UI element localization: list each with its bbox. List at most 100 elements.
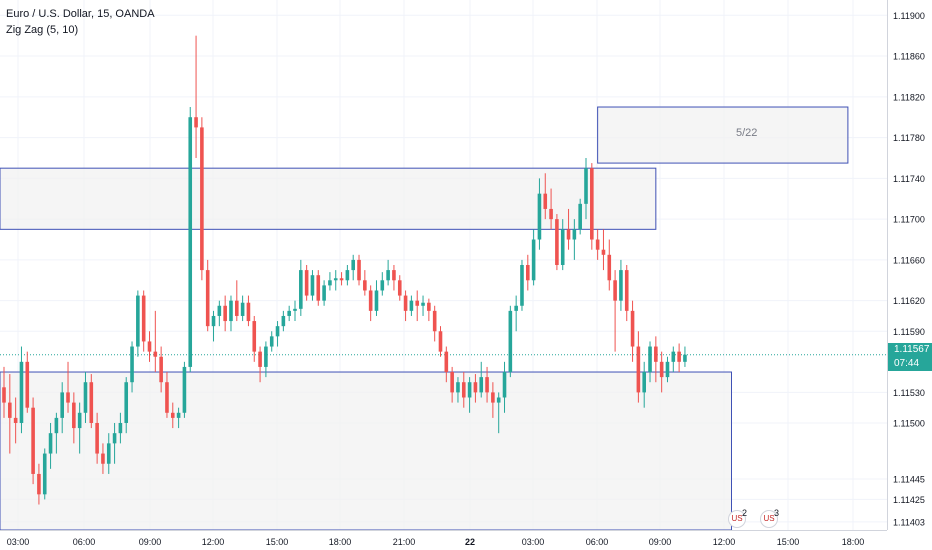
candle-up xyxy=(380,280,385,291)
candle-down xyxy=(89,382,94,423)
candle-down xyxy=(427,302,431,311)
candle-down xyxy=(316,275,321,301)
candle-up xyxy=(537,193,542,240)
candle-up xyxy=(560,229,565,265)
candle-down xyxy=(72,402,76,429)
time-tick-label: 03:00 xyxy=(7,537,30,547)
candle-up xyxy=(310,275,315,296)
candle-down xyxy=(659,361,664,378)
candle-up xyxy=(54,417,59,434)
candle-up xyxy=(683,354,687,362)
candle-down xyxy=(636,346,641,393)
symbol-title[interactable]: Euro / U.S. Dollar, 15, OANDA xyxy=(6,8,155,20)
price-tick-label: 1.11425 xyxy=(893,495,925,505)
price-tick-label: 1.11445 xyxy=(893,475,925,485)
candle-down xyxy=(2,387,6,403)
candle-up xyxy=(287,310,291,316)
time-tick-label: 12:00 xyxy=(202,537,225,547)
candle-up xyxy=(374,290,379,311)
candle-up xyxy=(514,305,518,311)
candle-up xyxy=(130,346,134,383)
candle-down xyxy=(101,453,105,464)
candle-up xyxy=(467,382,472,398)
candle-down xyxy=(415,300,420,306)
drawn-rectangles xyxy=(0,106,849,531)
candle-up xyxy=(124,382,129,423)
candle-up xyxy=(508,310,513,373)
candle-up xyxy=(328,280,332,286)
candle-up xyxy=(496,397,501,403)
candle-down xyxy=(491,392,495,403)
candle-down xyxy=(624,270,629,311)
candle-up xyxy=(619,270,623,301)
candle-down xyxy=(8,402,12,418)
candle-down xyxy=(654,346,658,362)
candle-down xyxy=(630,310,635,347)
price-tick-label: 1.11900 xyxy=(893,11,925,21)
candle-up xyxy=(322,285,326,301)
price-tick-label: 1.11620 xyxy=(893,296,925,306)
candle-up xyxy=(136,295,140,347)
candle-up xyxy=(281,315,286,327)
candle-down xyxy=(607,254,612,281)
candle-down xyxy=(95,422,99,454)
time-tick-label: 03:00 xyxy=(522,537,545,547)
candle-down xyxy=(543,193,548,209)
event-count: 2 xyxy=(742,508,748,518)
candle-down xyxy=(339,278,344,281)
candle-down xyxy=(170,412,175,418)
price-tick-label: 1.11500 xyxy=(893,418,925,428)
candle-down xyxy=(363,280,367,291)
candle-down xyxy=(677,351,681,362)
candle-up xyxy=(386,270,390,281)
candle-down xyxy=(461,382,466,398)
candle-up xyxy=(188,117,193,367)
candle-up xyxy=(456,382,460,393)
price-tick-label: 1.11530 xyxy=(893,388,925,398)
candle-down xyxy=(159,356,163,383)
candle-up xyxy=(299,270,303,309)
candle-down xyxy=(66,392,70,403)
candle-up xyxy=(269,336,274,347)
candle-down xyxy=(485,377,489,393)
candle-up xyxy=(60,392,64,418)
time-tick-label: 18:00 xyxy=(842,537,865,547)
candle-down xyxy=(37,473,41,495)
chart-legend: Euro / U.S. Dollar, 15, OANDA Zig Zag (5… xyxy=(6,6,155,38)
candle-down xyxy=(13,417,18,423)
candle-up xyxy=(83,382,88,413)
candle-down xyxy=(566,229,571,240)
current-price-value: 1.11567 xyxy=(894,344,930,355)
candles xyxy=(2,35,687,505)
candle-up xyxy=(264,346,268,367)
candle-down xyxy=(25,361,30,408)
candle-down xyxy=(153,351,158,357)
candle-up xyxy=(409,300,414,311)
candle-down xyxy=(357,259,361,281)
candle-down xyxy=(141,295,146,342)
indicator-label[interactable]: Zig Zag (5, 10) xyxy=(6,24,79,36)
candle-down xyxy=(392,270,396,281)
price-axis[interactable]: 1.11900 1.11860 1.11820 1.11780 1.11740 1.117… xyxy=(893,11,925,528)
time-axis[interactable]: 03:00 06:00 09:00 12:00 15:00 18:00 21:00 22 03:… xyxy=(7,537,865,547)
support-zone xyxy=(0,371,732,531)
us-flag-icon[interactable]: US xyxy=(760,510,778,528)
candle-down xyxy=(235,300,239,316)
candle-up xyxy=(578,203,582,230)
candle-up xyxy=(77,412,82,429)
time-tick-label: 06:00 xyxy=(73,537,96,547)
candle-down xyxy=(194,117,198,128)
us-flag-icon[interactable]: US xyxy=(728,510,746,528)
price-tick-label: 1.11590 xyxy=(893,327,925,337)
candle-up xyxy=(572,229,577,240)
candle-up xyxy=(293,308,297,311)
candle-up xyxy=(531,239,536,281)
candle-down xyxy=(613,280,617,301)
candle-down xyxy=(304,270,309,296)
candle-down xyxy=(555,219,559,265)
candle-down xyxy=(205,270,210,327)
candle-down xyxy=(397,280,402,296)
candle-up xyxy=(48,433,53,454)
time-tick-label: 21:00 xyxy=(393,537,416,547)
